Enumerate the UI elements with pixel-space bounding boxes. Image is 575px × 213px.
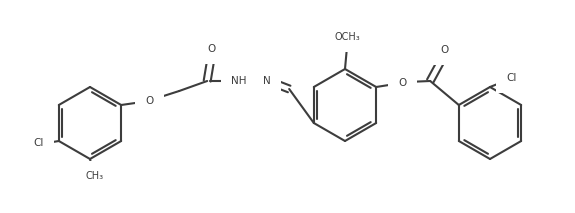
Text: O: O xyxy=(207,44,215,54)
Text: N: N xyxy=(263,76,271,86)
Text: Cl: Cl xyxy=(33,138,44,148)
Text: O: O xyxy=(398,78,407,88)
Text: Cl: Cl xyxy=(506,73,516,83)
Text: OCH₃: OCH₃ xyxy=(334,32,360,42)
Text: NH: NH xyxy=(231,76,247,86)
Text: O: O xyxy=(440,45,448,55)
Text: O: O xyxy=(145,96,154,106)
Text: CH₃: CH₃ xyxy=(86,171,104,181)
